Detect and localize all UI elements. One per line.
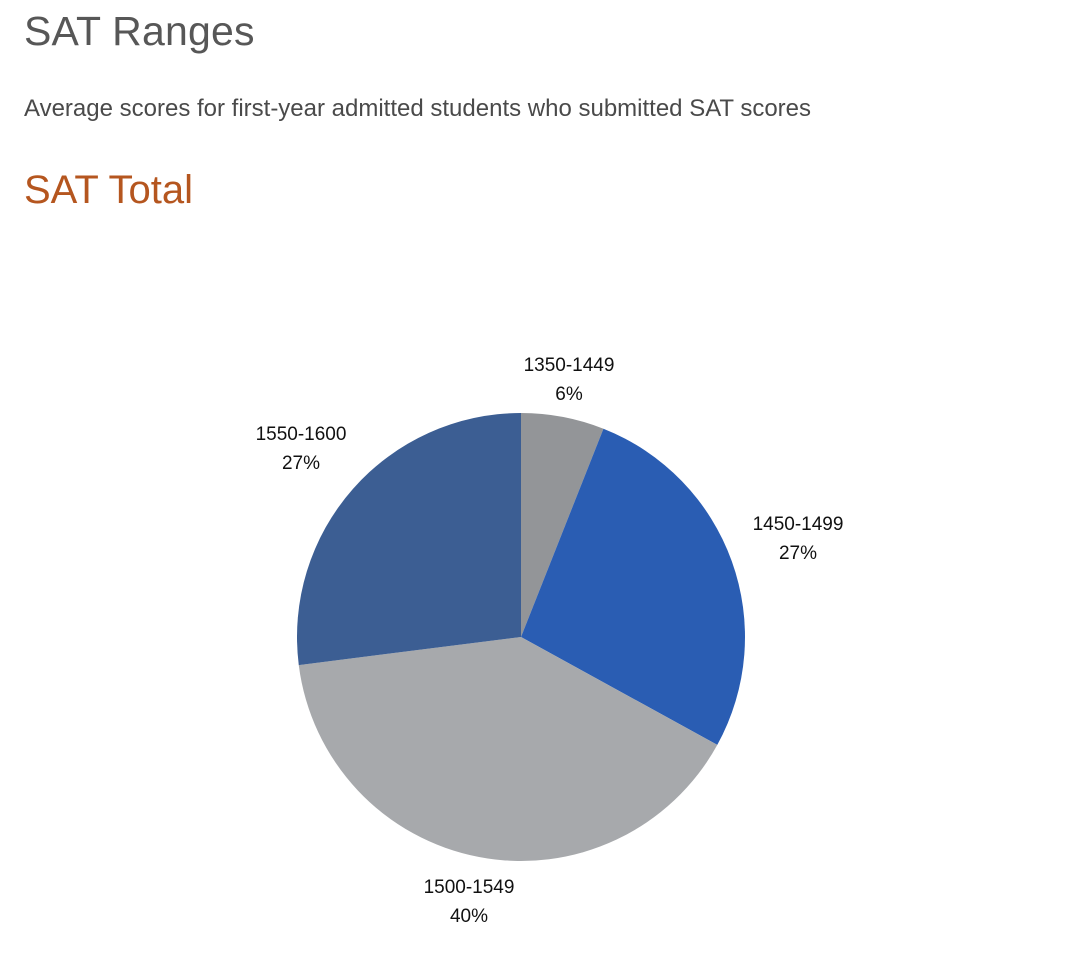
pie-labels: 1350-1449 6% 1450-1499 27% 1500-1549 40% 1550-… [256, 355, 844, 927]
pie-slice-1500-1549 [298, 637, 718, 861]
slice-category-label: 1350-1449 [524, 355, 615, 376]
section-title: SAT Total [24, 168, 193, 212]
slice-percent-label: 40% [450, 906, 488, 927]
slice-percent-label: 6% [555, 384, 583, 405]
pie-slice-1350-1449 [521, 413, 604, 637]
slice-percent-label: 27% [779, 543, 817, 564]
pie-slices [297, 413, 745, 861]
pie-slice-1550-1600 [297, 413, 521, 666]
page-subtitle: Average scores for first-year admitted s… [24, 95, 812, 122]
slice-category-label: 1500-1549 [424, 877, 515, 898]
slice-category-label: 1550-1600 [256, 424, 347, 445]
slice-category-label: 1450-1499 [753, 514, 844, 535]
page-title: SAT Ranges [24, 8, 255, 54]
slice-percent-label: 27% [282, 453, 320, 474]
pie-slice-1450-1499 [521, 428, 745, 745]
